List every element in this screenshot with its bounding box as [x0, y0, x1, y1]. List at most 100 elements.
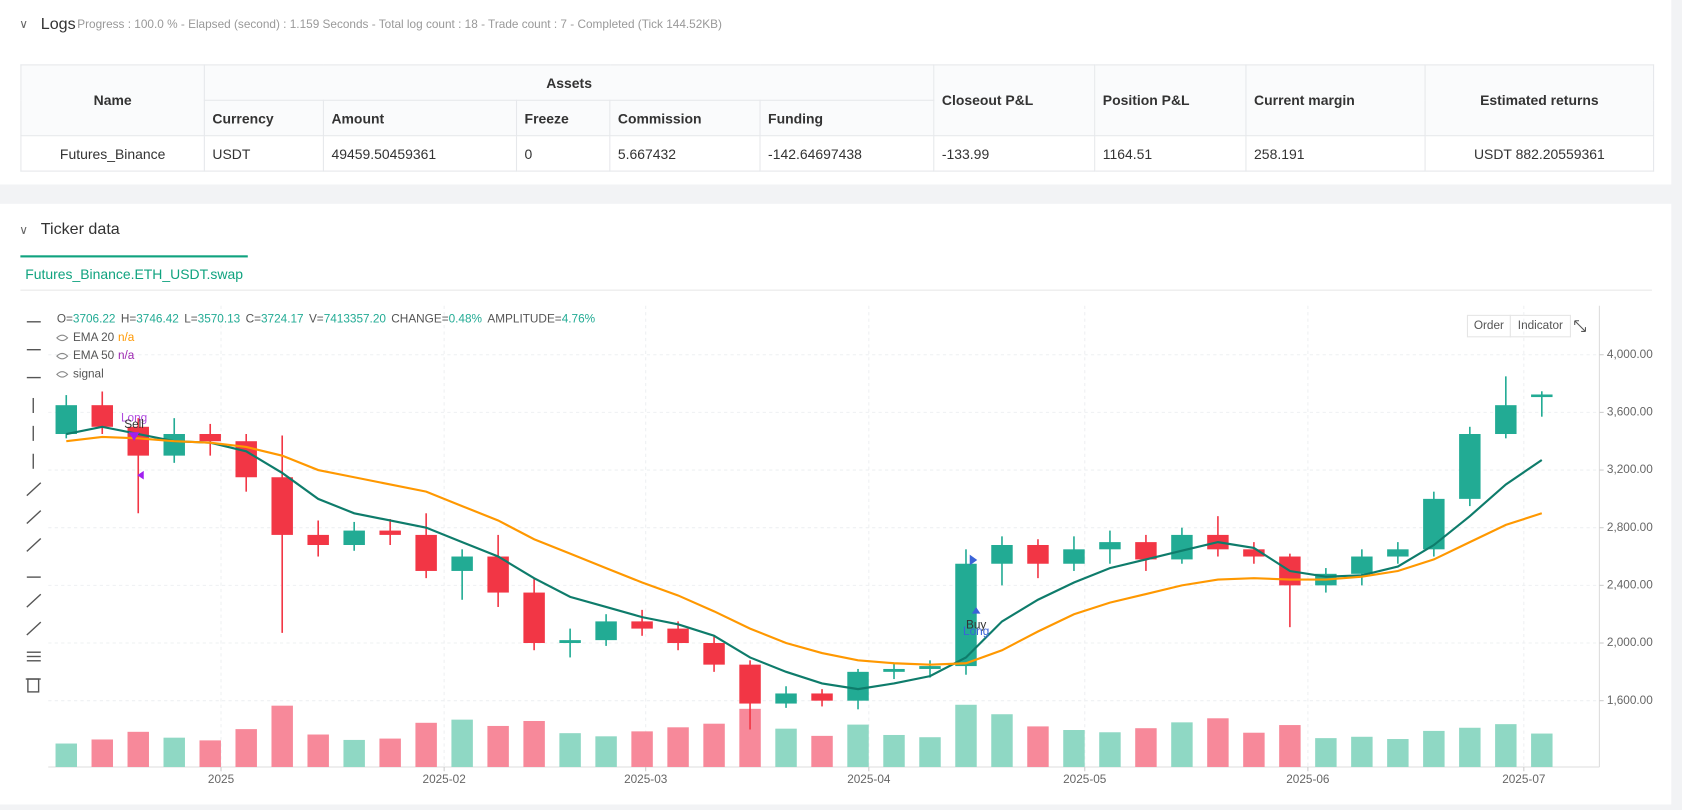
candle-body	[775, 693, 797, 704]
candle-body	[703, 643, 725, 665]
header-cell: Commission	[609, 99, 761, 137]
signal-label: Long	[963, 625, 989, 638]
candle-body	[415, 534, 437, 571]
candle-body	[1531, 394, 1553, 398]
cell: USDT	[203, 135, 324, 172]
signal-label: Long	[121, 411, 147, 424]
cell: -142.64697438	[759, 135, 935, 172]
volume-bar	[307, 734, 329, 767]
candle-body	[1243, 549, 1265, 557]
candle-body	[919, 666, 941, 669]
candle-body	[631, 621, 653, 629]
volume-bar	[1099, 732, 1121, 767]
volume-bar	[775, 728, 797, 767]
logs-title: Logs	[40, 15, 76, 34]
candle-body	[847, 671, 869, 701]
header-cell: Currency	[203, 99, 324, 137]
volume-bar	[595, 736, 617, 767]
volume-bar	[919, 737, 941, 767]
ema-line	[66, 435, 1543, 666]
x-tick-label: 2025-02	[423, 773, 466, 786]
y-tick-label: 3,200.00	[1607, 463, 1653, 476]
volume-bar	[1027, 726, 1049, 767]
indicator-label: Indicator	[1518, 319, 1563, 332]
visibility-icon	[56, 352, 69, 360]
volume-bar	[235, 729, 257, 767]
volume-bar	[1207, 718, 1229, 767]
x-tick-label: 2025-04	[847, 773, 891, 786]
y-tick-label: 4,000.00	[1607, 348, 1653, 361]
volume-bar	[271, 705, 293, 767]
volume-bar	[163, 737, 185, 767]
volume-bar	[631, 731, 653, 767]
candle-body	[991, 544, 1013, 564]
cell: 5.667432	[609, 135, 761, 172]
ohlc-legend: O=3706.22 H=3746.42 L=3570.13 C=3724.17 V=74…	[57, 313, 596, 326]
volume-bar	[127, 731, 149, 767]
candle-body	[1387, 549, 1409, 557]
y-tick-label: 2,800.00	[1607, 521, 1653, 534]
volume-bar	[451, 719, 473, 767]
assets-table: Name Assets Closeout P&L Position P&L Cu…	[20, 64, 1655, 172]
candle-body	[883, 668, 905, 672]
logs-panel: ∨ Logs Progress : 100.0 % - Elapsed (sec…	[0, 0, 1672, 185]
volume-bar	[1135, 728, 1157, 767]
candle-body	[523, 592, 545, 644]
volume-bar	[1063, 730, 1085, 767]
legend-value: n/a	[118, 331, 135, 344]
cell: USDT 882.20559361	[1424, 135, 1655, 172]
candle-body	[559, 640, 581, 644]
collapse-icon[interactable]: ∨	[19, 224, 28, 238]
volume-bar	[1459, 727, 1481, 767]
volume-bar	[199, 740, 221, 767]
volume-bar	[703, 723, 725, 767]
symbol-tab[interactable]: Futures_Binance.ETH_USDT.swap	[20, 255, 248, 290]
volume-bar	[1243, 732, 1265, 767]
collapse-icon[interactable]: ∨	[19, 18, 28, 32]
volume-bar	[739, 708, 761, 767]
y-tick-label: 1,600.00	[1607, 694, 1653, 707]
fullscreen-icon[interactable]	[1574, 320, 1586, 333]
volume-bar	[379, 738, 401, 767]
volume-bar	[415, 722, 437, 767]
header-cell: Assets	[203, 64, 935, 101]
volume-bar	[1423, 730, 1445, 767]
header-cell: Funding	[759, 99, 935, 137]
candle-body	[199, 434, 221, 442]
cell: Futures_Binance	[20, 135, 205, 172]
volume-bar	[523, 720, 545, 767]
volume-bar	[559, 733, 581, 767]
cell: 258.191	[1245, 135, 1426, 172]
legend-name: signal	[73, 367, 104, 380]
volume-bar	[883, 734, 905, 767]
volume-bar	[991, 714, 1013, 767]
ticker-title: Ticker data	[40, 219, 120, 239]
volume-bar	[487, 725, 509, 767]
candle-body	[163, 434, 185, 456]
cell: 1164.51	[1094, 135, 1247, 172]
candle-body	[451, 556, 473, 571]
header-cell: Position P&L	[1094, 64, 1247, 137]
candle-body	[487, 556, 509, 593]
volume-bar	[55, 743, 77, 767]
candle-body	[343, 530, 365, 545]
y-tick-label: 3,600.00	[1607, 405, 1653, 418]
volume-bar	[667, 727, 689, 767]
x-tick-label: 2025-05	[1063, 773, 1107, 786]
volume-bar	[1351, 736, 1373, 767]
candle-body	[595, 621, 617, 641]
volume-bar	[955, 704, 977, 767]
legend-value: 3570.13	[198, 313, 241, 326]
x-tick-label: 2025-07	[1502, 773, 1545, 786]
indicator-button[interactable]	[1509, 314, 1571, 338]
x-tick-label: 2025	[208, 773, 235, 786]
progress-text: Progress : 100.0 % - Elapsed (second) : …	[77, 18, 722, 32]
x-tick-label: 2025-06	[1286, 773, 1330, 786]
candle-body	[955, 563, 977, 667]
drawing-toolbar	[25, 321, 42, 693]
volume-bar	[1171, 722, 1193, 767]
candle-body	[127, 426, 149, 456]
legend-value: 3706.22	[73, 313, 116, 326]
candle-body	[1423, 498, 1445, 550]
candle-body	[739, 664, 761, 704]
